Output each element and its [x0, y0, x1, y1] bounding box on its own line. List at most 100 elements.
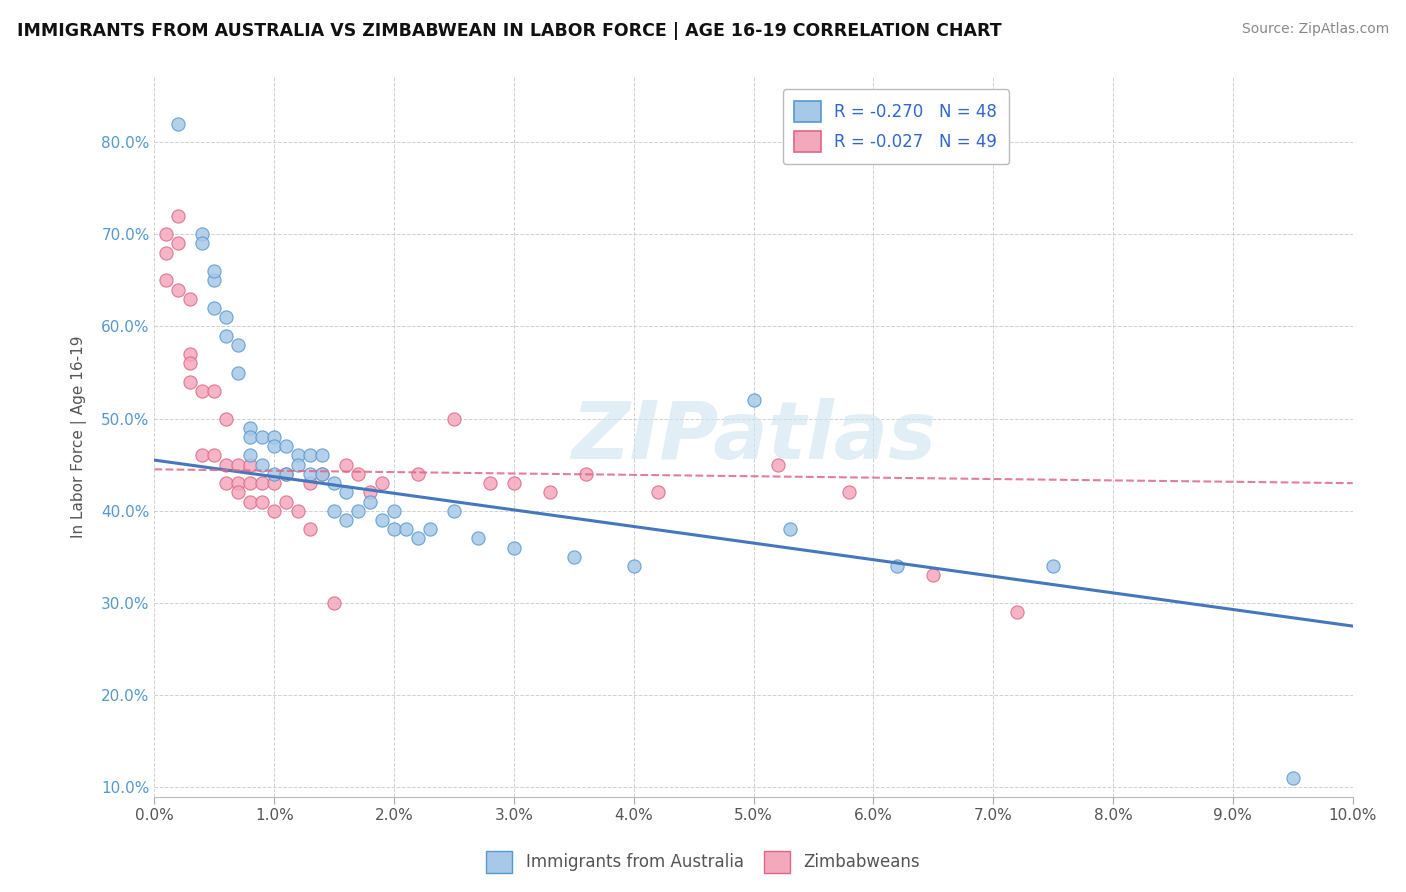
- Point: [299, 449, 322, 463]
- Text: IMMIGRANTS FROM AUSTRALIA VS ZIMBABWEAN IN LABOR FORCE | AGE 16-19 CORRELATION C: IMMIGRANTS FROM AUSTRALIA VS ZIMBABWEAN …: [17, 22, 1001, 40]
- Point: [228, 458, 250, 472]
- Point: [263, 439, 285, 453]
- Point: [347, 504, 370, 518]
- Point: [359, 494, 381, 508]
- Point: [287, 449, 309, 463]
- Point: [779, 522, 801, 536]
- Point: [155, 273, 177, 287]
- Point: [228, 485, 250, 500]
- Point: [155, 245, 177, 260]
- Point: [323, 476, 346, 491]
- Point: [263, 476, 285, 491]
- Point: [215, 328, 238, 343]
- Point: [467, 532, 489, 546]
- Point: [299, 476, 322, 491]
- Point: [215, 310, 238, 325]
- Point: [922, 568, 945, 582]
- Point: [623, 559, 645, 574]
- Point: [299, 467, 322, 481]
- Point: [239, 421, 262, 435]
- Point: [406, 467, 429, 481]
- Point: [239, 458, 262, 472]
- Point: [191, 227, 214, 242]
- Text: Source: ZipAtlas.com: Source: ZipAtlas.com: [1241, 22, 1389, 37]
- Point: [311, 467, 333, 481]
- Point: [335, 458, 357, 472]
- Point: [406, 532, 429, 546]
- Point: [276, 439, 298, 453]
- Point: [479, 476, 502, 491]
- Point: [323, 596, 346, 610]
- Point: [215, 476, 238, 491]
- Point: [228, 338, 250, 352]
- Point: [252, 494, 274, 508]
- Point: [503, 541, 526, 555]
- Point: [191, 236, 214, 251]
- Point: [276, 494, 298, 508]
- Point: [239, 476, 262, 491]
- Point: [252, 476, 274, 491]
- Point: [179, 356, 201, 370]
- Point: [1005, 605, 1028, 619]
- Point: [276, 467, 298, 481]
- Point: [886, 559, 908, 574]
- Point: [382, 522, 405, 536]
- Point: [287, 458, 309, 472]
- Point: [311, 449, 333, 463]
- Point: [276, 467, 298, 481]
- Text: ZIPatlas: ZIPatlas: [571, 398, 936, 476]
- Point: [838, 485, 860, 500]
- Point: [1282, 771, 1305, 785]
- Point: [503, 476, 526, 491]
- Point: [323, 504, 346, 518]
- Point: [538, 485, 561, 500]
- Point: [215, 411, 238, 425]
- Point: [335, 513, 357, 527]
- Point: [191, 449, 214, 463]
- Legend: R = -0.270   N = 48, R = -0.027   N = 49: R = -0.270 N = 48, R = -0.027 N = 49: [783, 89, 1010, 164]
- Point: [766, 458, 789, 472]
- Point: [371, 513, 394, 527]
- Point: [382, 504, 405, 518]
- Point: [228, 476, 250, 491]
- Point: [239, 430, 262, 444]
- Point: [371, 476, 394, 491]
- Point: [263, 430, 285, 444]
- Point: [359, 485, 381, 500]
- Point: [252, 430, 274, 444]
- Point: [167, 283, 190, 297]
- Point: [228, 366, 250, 380]
- Point: [263, 504, 285, 518]
- Point: [647, 485, 669, 500]
- Point: [311, 467, 333, 481]
- Point: [202, 273, 225, 287]
- Point: [443, 411, 465, 425]
- Point: [299, 522, 322, 536]
- Point: [202, 384, 225, 398]
- Point: [395, 522, 418, 536]
- Point: [167, 117, 190, 131]
- Point: [239, 494, 262, 508]
- Point: [179, 292, 201, 306]
- Point: [575, 467, 598, 481]
- Point: [215, 458, 238, 472]
- Point: [179, 347, 201, 361]
- Point: [263, 467, 285, 481]
- Point: [167, 236, 190, 251]
- Point: [419, 522, 441, 536]
- Y-axis label: In Labor Force | Age 16-19: In Labor Force | Age 16-19: [72, 335, 87, 538]
- Point: [742, 393, 765, 408]
- Point: [252, 458, 274, 472]
- Point: [335, 485, 357, 500]
- Point: [191, 384, 214, 398]
- Point: [239, 449, 262, 463]
- Point: [167, 209, 190, 223]
- Point: [287, 504, 309, 518]
- Point: [347, 467, 370, 481]
- Point: [202, 301, 225, 315]
- Point: [155, 227, 177, 242]
- Point: [1042, 559, 1064, 574]
- Legend: Immigrants from Australia, Zimbabweans: Immigrants from Australia, Zimbabweans: [479, 845, 927, 880]
- Point: [179, 375, 201, 389]
- Point: [443, 504, 465, 518]
